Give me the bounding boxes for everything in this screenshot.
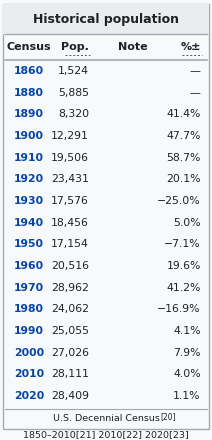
Text: −7.1%: −7.1% — [164, 239, 201, 249]
Text: —: — — [190, 66, 201, 76]
Text: 25,055: 25,055 — [51, 326, 89, 336]
Text: 1890: 1890 — [14, 110, 44, 119]
Text: 1920: 1920 — [14, 174, 44, 184]
Text: 19,506: 19,506 — [51, 153, 89, 163]
Text: 41.4%: 41.4% — [166, 110, 201, 119]
Text: 17,576: 17,576 — [51, 196, 89, 206]
Text: 4.1%: 4.1% — [173, 326, 201, 336]
Text: 19.6%: 19.6% — [166, 261, 201, 271]
Text: 7.9%: 7.9% — [173, 348, 201, 358]
Text: 27,026: 27,026 — [51, 348, 89, 358]
Text: 2000: 2000 — [14, 348, 44, 358]
Text: 5,885: 5,885 — [58, 88, 89, 98]
Text: 1,524: 1,524 — [58, 66, 89, 76]
Text: 1990: 1990 — [14, 326, 44, 336]
Text: 18,456: 18,456 — [51, 218, 89, 228]
Text: 58.7%: 58.7% — [166, 153, 201, 163]
Text: Historical population: Historical population — [33, 13, 179, 26]
Text: 47.7%: 47.7% — [166, 131, 201, 141]
Text: 23,431: 23,431 — [51, 174, 89, 184]
Text: Census: Census — [7, 42, 52, 52]
Text: 1860: 1860 — [14, 66, 44, 76]
Text: 1970: 1970 — [14, 283, 44, 293]
Text: Note: Note — [117, 42, 147, 52]
Text: 28,409: 28,409 — [51, 391, 89, 401]
Text: 1950: 1950 — [14, 239, 44, 249]
Text: 1880: 1880 — [14, 88, 44, 98]
Text: 24,062: 24,062 — [51, 304, 89, 315]
Text: U.S. Decennial Census: U.S. Decennial Census — [53, 414, 159, 423]
Text: 2010: 2010 — [14, 370, 44, 379]
Text: 1.1%: 1.1% — [173, 391, 201, 401]
Text: %±: %± — [180, 42, 201, 52]
Text: 28,111: 28,111 — [51, 370, 89, 379]
Text: 1850–2010[21] 2010[22] 2020[23]: 1850–2010[21] 2010[22] 2020[23] — [23, 430, 189, 439]
Text: 8,320: 8,320 — [58, 110, 89, 119]
Text: [20]: [20] — [161, 412, 176, 421]
Text: 1980: 1980 — [14, 304, 44, 315]
Text: 5.0%: 5.0% — [173, 218, 201, 228]
Text: —: — — [190, 88, 201, 98]
Text: 41.2%: 41.2% — [166, 283, 201, 293]
Text: −25.0%: −25.0% — [157, 196, 201, 206]
Text: 4.0%: 4.0% — [173, 370, 201, 379]
Text: 20.1%: 20.1% — [166, 174, 201, 184]
Text: −16.9%: −16.9% — [157, 304, 201, 315]
Text: 1960: 1960 — [14, 261, 44, 271]
Text: Pop.: Pop. — [61, 42, 89, 52]
Bar — [3, 4, 209, 34]
Text: 28,962: 28,962 — [51, 283, 89, 293]
Text: 1930: 1930 — [14, 196, 44, 206]
Text: 17,154: 17,154 — [51, 239, 89, 249]
Text: 20,516: 20,516 — [51, 261, 89, 271]
Text: 12,291: 12,291 — [51, 131, 89, 141]
Text: 1940: 1940 — [14, 218, 44, 228]
Text: 1900: 1900 — [14, 131, 44, 141]
Text: 2020: 2020 — [14, 391, 44, 401]
Text: 1910: 1910 — [14, 153, 44, 163]
